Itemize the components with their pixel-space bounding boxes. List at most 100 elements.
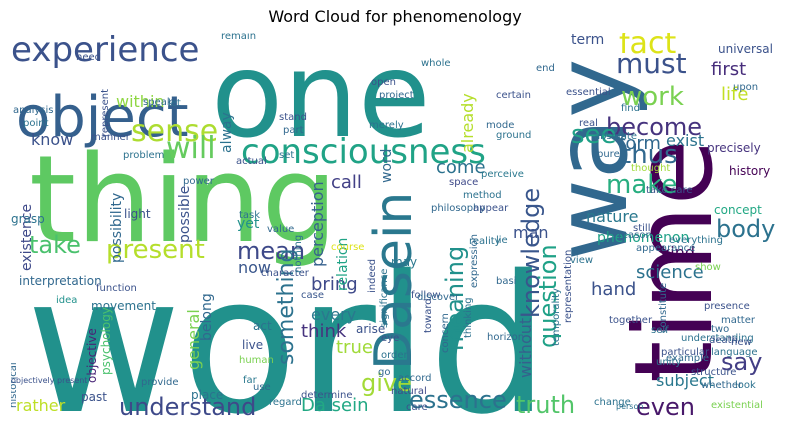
cloud-word: meaning xyxy=(441,246,469,351)
cloud-word: every xyxy=(311,305,356,324)
cloud-word: mode xyxy=(486,120,514,131)
cloud-word: relation xyxy=(335,238,351,291)
cloud-word: may xyxy=(391,255,417,269)
cloud-word: body xyxy=(716,215,775,243)
cloud-word: space xyxy=(449,177,478,188)
cloud-word: kind xyxy=(661,243,695,262)
cloud-word: act xyxy=(253,319,272,333)
cloud-word: precisely xyxy=(707,141,761,155)
cloud-word: death xyxy=(709,335,738,346)
cloud-word: upon xyxy=(733,82,758,93)
cloud-word: bring xyxy=(311,274,358,295)
cloud-word: existential xyxy=(711,400,763,411)
cloud-word: structure xyxy=(691,367,736,378)
cloud-word: existence xyxy=(19,204,35,271)
cloud-word: possible xyxy=(177,186,193,243)
cloud-word: call xyxy=(331,172,362,193)
cloud-word: far xyxy=(243,375,258,386)
cloud-word: philosophy xyxy=(431,203,485,214)
cloud-word: unity xyxy=(656,357,681,368)
cloud-word: will xyxy=(166,131,216,166)
cloud-word: real xyxy=(579,118,598,129)
cloud-word: expression xyxy=(469,234,480,288)
cloud-word: interpretation xyxy=(19,274,102,288)
cloud-word: new xyxy=(731,337,752,348)
cloud-word: without xyxy=(516,318,535,378)
cloud-word: open xyxy=(371,77,396,88)
cloud-word: take care xyxy=(646,185,692,196)
cloud-word: come xyxy=(436,157,486,178)
cloud-word: person xyxy=(616,402,643,411)
cloud-word: analysis xyxy=(13,105,54,116)
cloud-word: history xyxy=(729,164,770,178)
cloud-word: think xyxy=(301,321,347,342)
cloud-word: follow xyxy=(411,290,441,301)
cloud-word: thus xyxy=(621,140,678,170)
cloud-word: arise xyxy=(356,322,385,336)
cloud-word: merely xyxy=(369,120,404,131)
cloud-word: take xyxy=(29,231,81,259)
cloud-word: constitute xyxy=(658,283,669,333)
cloud-word: reality xyxy=(469,236,501,247)
cloud-word: way xyxy=(533,59,650,261)
chart-title: Word Cloud for phenomenology xyxy=(268,7,522,26)
cloud-word: mean xyxy=(237,237,305,265)
cloud-word: method xyxy=(463,190,502,201)
cloud-word: nothing xyxy=(293,235,304,273)
cloud-word: pure xyxy=(597,149,620,160)
cloud-word: manner xyxy=(91,132,131,143)
cloud-word: concept xyxy=(714,203,762,217)
cloud-word: something xyxy=(274,249,299,365)
cloud-word: objective xyxy=(85,328,99,383)
cloud-word: certain xyxy=(496,90,531,101)
cloud-word: time xyxy=(612,139,737,383)
cloud-word: past xyxy=(81,390,107,404)
cloud-word: use xyxy=(253,382,271,393)
cloud-word: whether xyxy=(701,380,743,391)
cloud-word: phenomenon xyxy=(597,230,689,246)
cloud-word: thought xyxy=(631,163,670,174)
cloud-word: toward xyxy=(423,298,434,333)
cloud-word: provide xyxy=(141,377,179,388)
cloud-word: possibility xyxy=(109,193,125,263)
cloud-word: experience xyxy=(11,33,199,70)
cloud-word: represent xyxy=(100,89,111,137)
cloud-word: let xyxy=(168,98,181,109)
cloud-word: work xyxy=(621,82,684,112)
cloud-word: psychology xyxy=(99,307,113,375)
cloud-word: significance xyxy=(379,269,390,328)
cloud-word: need xyxy=(76,52,101,63)
cloud-word: word xyxy=(379,149,395,183)
cloud-word: indeed xyxy=(367,259,378,293)
cloud-word: whole xyxy=(421,58,451,69)
cloud-word: movement xyxy=(91,299,156,313)
cloud-word: perceive xyxy=(481,169,524,180)
cloud-word: two xyxy=(711,324,729,335)
cloud-word: alway xyxy=(219,112,235,153)
cloud-word: Da sein xyxy=(301,395,368,416)
cloud-word: question xyxy=(534,244,562,348)
cloud-word: appearance xyxy=(636,243,695,254)
cloud-word: first xyxy=(711,59,746,80)
cloud-word: eye xyxy=(381,333,399,344)
cloud-word: case xyxy=(301,290,324,301)
cloud-word: accord xyxy=(398,373,432,384)
cloud-word: present xyxy=(106,235,205,265)
cloud-word: language xyxy=(711,347,758,358)
cloud-word: lie xyxy=(496,235,508,246)
cloud-word: sense xyxy=(131,114,218,149)
cloud-word: task xyxy=(239,210,260,221)
cloud-word: function xyxy=(96,283,137,294)
cloud-word: true xyxy=(336,337,373,358)
cloud-word: matter xyxy=(721,315,756,326)
cloud-word: determine xyxy=(301,390,353,401)
cloud-word: see xyxy=(571,120,617,150)
cloud-word: Dasein xyxy=(364,192,424,370)
cloud-word: live xyxy=(242,338,263,352)
cloud-word: universal xyxy=(718,42,773,56)
cloud-word: thinking xyxy=(463,297,474,338)
cloud-word: regard xyxy=(269,397,302,408)
cloud-word: ground xyxy=(496,130,531,141)
cloud-word: within xyxy=(116,92,165,111)
cloud-word: thing xyxy=(29,131,338,270)
